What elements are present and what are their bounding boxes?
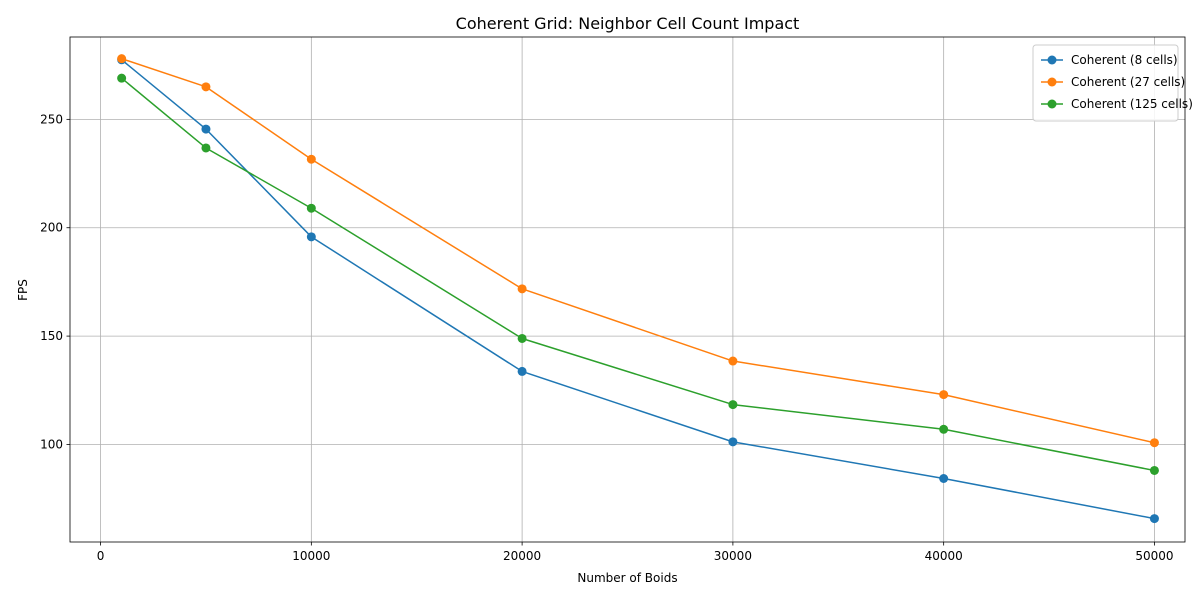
- y-tick-label: 100: [40, 437, 63, 451]
- data-point: [517, 366, 527, 376]
- y-tick-label: 200: [40, 221, 63, 235]
- series-3: [117, 73, 1159, 475]
- x-axis-ticks: 0 10000 20000 30000 40000 50000: [97, 542, 1174, 563]
- data-point: [306, 154, 316, 164]
- data-point: [1149, 514, 1159, 524]
- x-tick-label: 40000: [925, 549, 963, 563]
- x-tick-label: 50000: [1135, 549, 1173, 563]
- y-tick-label: 250: [40, 112, 63, 126]
- data-point: [117, 73, 127, 83]
- data-point: [1149, 438, 1159, 448]
- legend-marker: [1047, 99, 1057, 109]
- legend-label: Coherent (8 cells): [1071, 53, 1178, 67]
- data-point: [306, 232, 316, 242]
- data-point: [1149, 465, 1159, 475]
- data-point: [728, 400, 738, 410]
- legend: Coherent (8 cells) Coherent (27 cells) Coh…: [1032, 44, 1193, 122]
- y-axis-label: FPS: [16, 279, 30, 301]
- data-point: [517, 284, 527, 294]
- legend-marker: [1047, 55, 1057, 65]
- data-point: [201, 82, 211, 92]
- data-point: [117, 54, 127, 64]
- x-tick-label: 0: [97, 549, 105, 563]
- y-axis-ticks: 100 150 200 250: [40, 112, 70, 451]
- data-point: [517, 333, 527, 343]
- data-point: [728, 437, 738, 447]
- y-tick-label: 150: [40, 329, 63, 343]
- series-group: [117, 54, 1159, 524]
- legend-item: Coherent (125 cells): [1041, 97, 1193, 111]
- x-axis-label: Number of Boids: [577, 571, 677, 585]
- series-2: [117, 54, 1159, 448]
- data-point: [728, 356, 738, 366]
- legend-label: Coherent (125 cells): [1071, 97, 1193, 111]
- legend-label: Coherent (27 cells): [1071, 75, 1185, 89]
- x-tick-label: 10000: [292, 549, 330, 563]
- plot-frame: [69, 36, 1186, 543]
- legend-marker: [1047, 77, 1057, 87]
- data-point: [306, 203, 316, 213]
- x-tick-label: 30000: [714, 549, 752, 563]
- data-point: [939, 390, 949, 400]
- chart-title: Coherent Grid: Neighbor Cell Count Impac…: [456, 14, 800, 33]
- data-point: [939, 424, 949, 434]
- legend-box: [1032, 44, 1179, 122]
- x-tick-label: 20000: [503, 549, 541, 563]
- legend-item: Coherent (27 cells): [1041, 75, 1185, 89]
- legend-item: Coherent (8 cells): [1041, 53, 1178, 67]
- data-point: [201, 143, 211, 153]
- data-point: [939, 473, 949, 483]
- data-point: [201, 124, 211, 134]
